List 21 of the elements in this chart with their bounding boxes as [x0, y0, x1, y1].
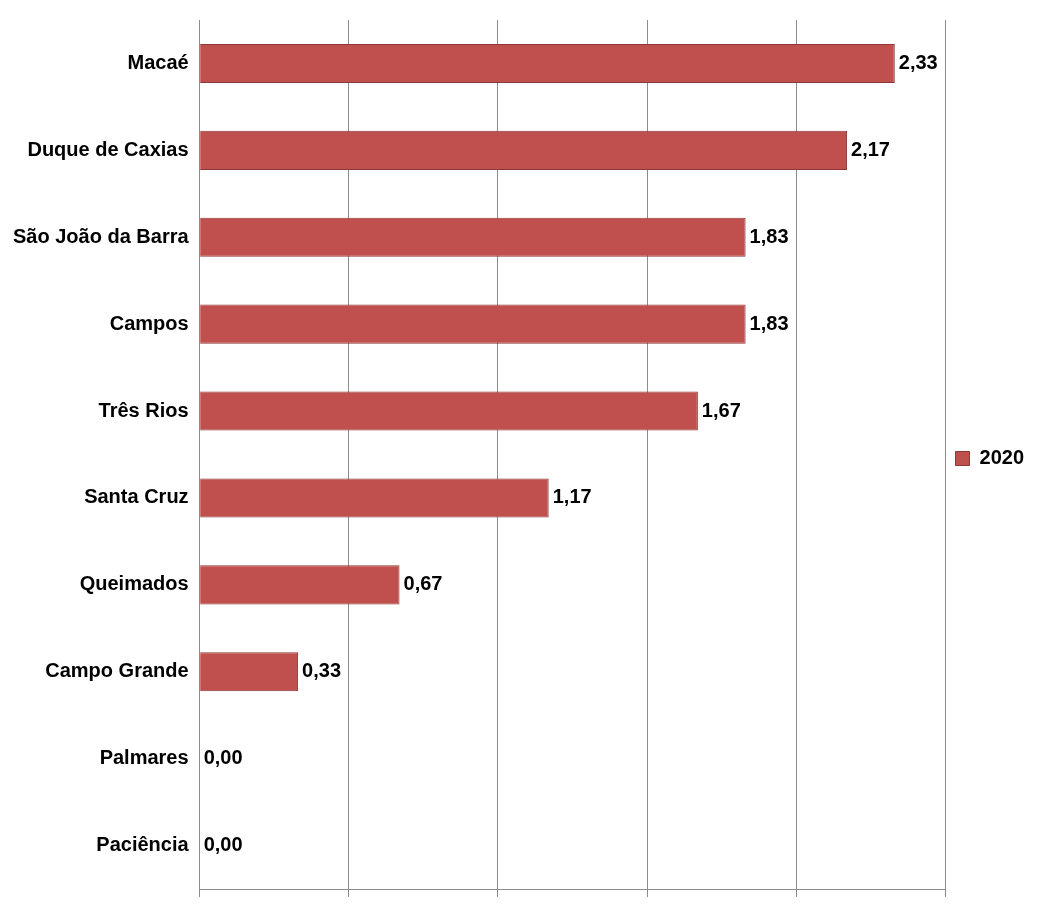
y-tick-label: Queimados: [79, 572, 189, 595]
y-tick-label: Campo Grande: [45, 659, 189, 682]
y-tick-label: São João da Barra: [13, 224, 190, 247]
y-tick-label: Santa Cruz: [84, 485, 189, 508]
data-label: 0,67: [403, 572, 443, 595]
y-tick-label: Três Rios: [98, 398, 189, 421]
data-label: 0,00: [203, 746, 243, 769]
y-tick-label: Campos: [109, 311, 189, 334]
y-tick-label: Palmares: [99, 746, 189, 769]
data-label: 0,00: [203, 833, 243, 856]
legend-label: 2020: [979, 446, 1025, 469]
data-label: 0,33: [302, 659, 342, 682]
y-tick-label: Duque de Caxias: [27, 137, 189, 160]
data-label: 1,83: [749, 224, 789, 247]
y-tick-label: Paciência: [96, 833, 190, 856]
data-label: 2,33: [898, 50, 938, 73]
data-label: 2,17: [851, 137, 890, 160]
data-label: 1,67: [701, 398, 741, 421]
data-label: 1,83: [749, 311, 789, 334]
y-tick-label: Macaé: [127, 50, 189, 73]
data-label: 1,17: [552, 485, 592, 508]
